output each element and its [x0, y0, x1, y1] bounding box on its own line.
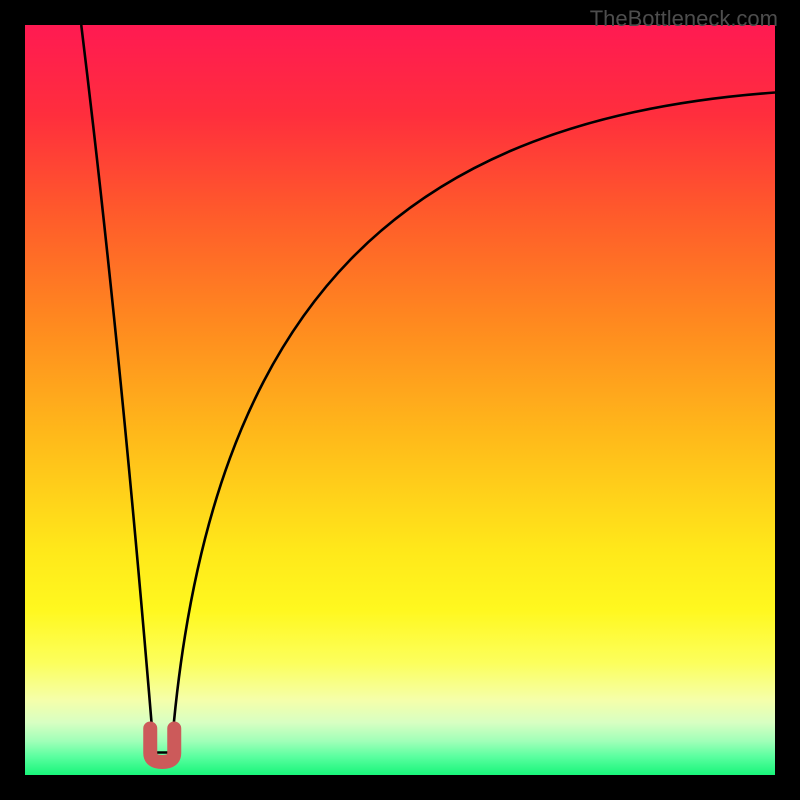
chart-container: TheBottleneck.com	[0, 0, 800, 800]
watermark-text: TheBottleneck.com	[590, 6, 778, 32]
plot-background	[25, 25, 775, 775]
bottleneck-chart	[0, 0, 800, 800]
